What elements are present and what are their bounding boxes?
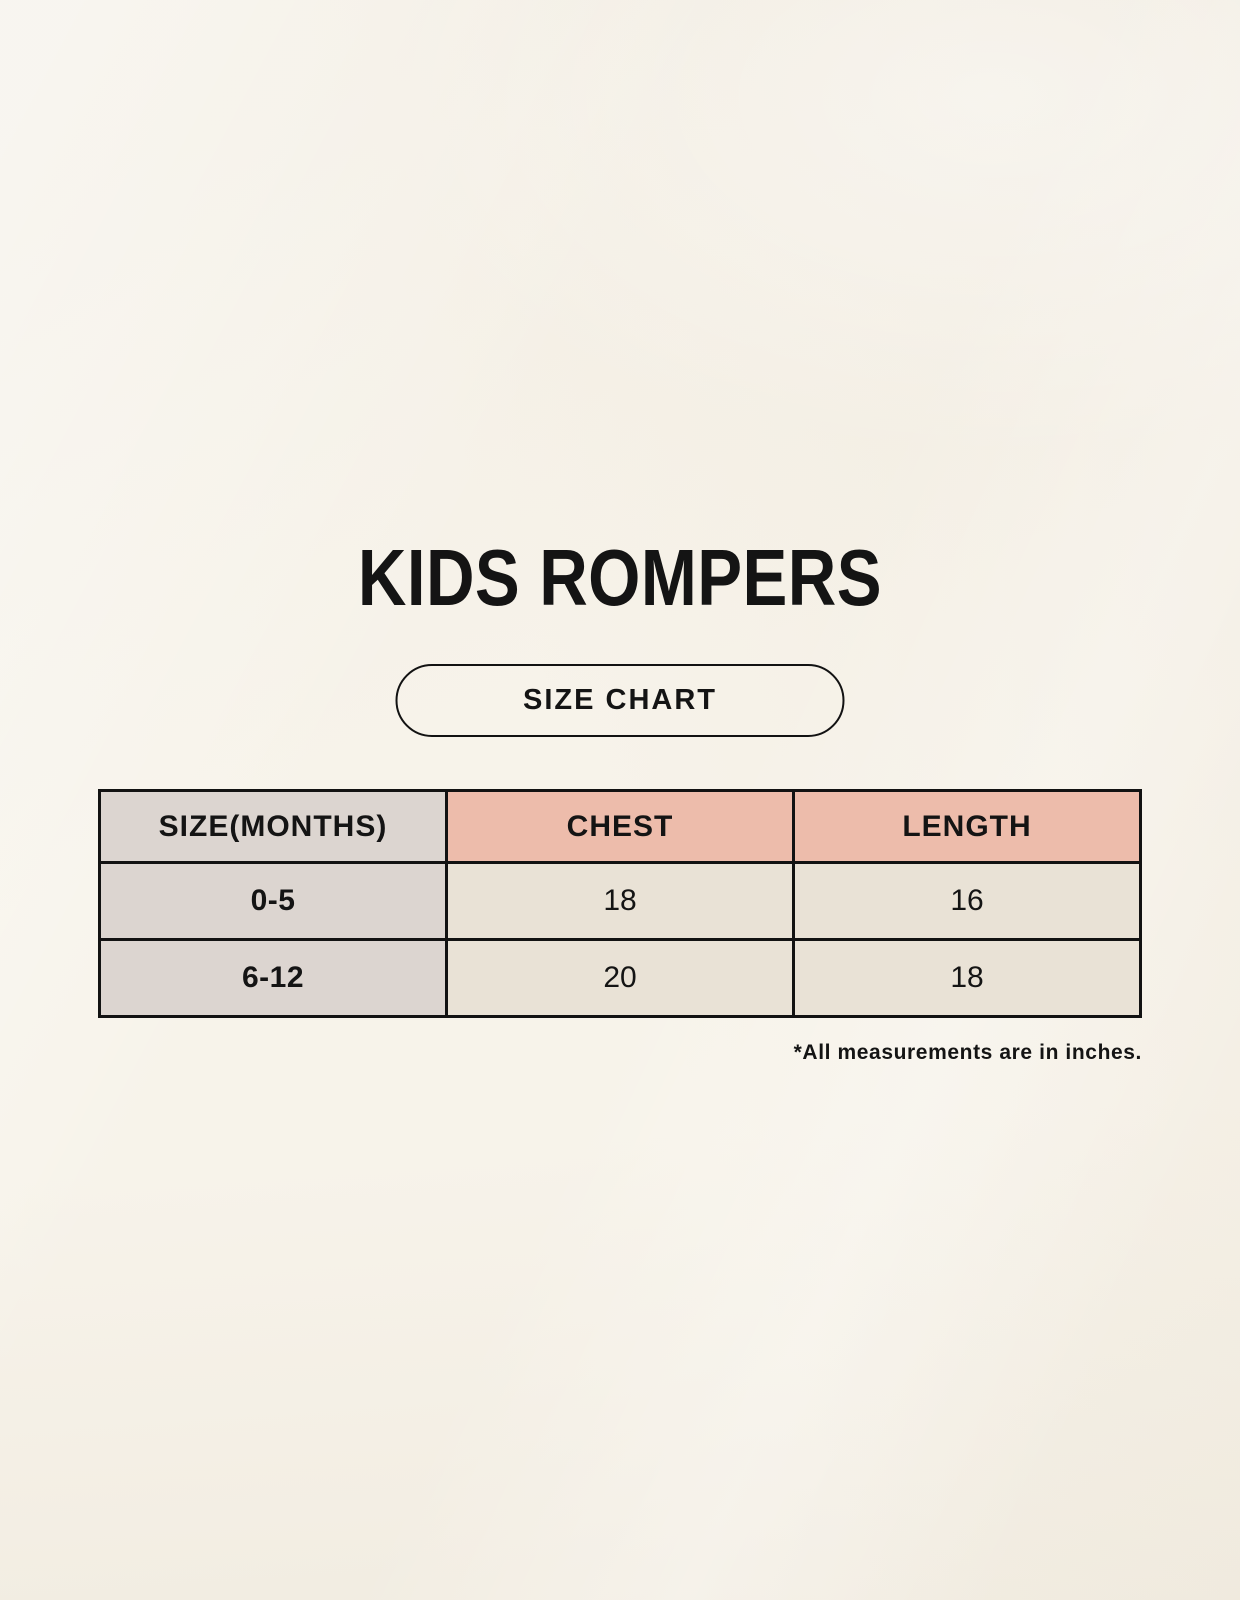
page-title: KIDS ROMPERS <box>0 538 1240 618</box>
header-chest: CHEST <box>445 789 795 864</box>
table-row: 0-5 18 16 <box>98 861 1142 941</box>
header-length: LENGTH <box>792 789 1142 864</box>
length-cell: 16 <box>792 861 1142 941</box>
measurements-footnote: *All measurements are in inches. <box>793 1041 1142 1064</box>
size-cell: 6-12 <box>98 938 448 1018</box>
size-cell: 0-5 <box>98 861 448 941</box>
table-row: 6-12 20 18 <box>98 938 1142 1018</box>
chest-cell: 20 <box>445 938 795 1018</box>
length-cell: 18 <box>792 938 1142 1018</box>
size-chart-button-label: SIZE CHART <box>523 684 717 716</box>
size-chart-table: SIZE(MONTHS) CHEST LENGTH 0-5 18 16 6-12… <box>98 789 1142 1018</box>
size-chart-button[interactable]: SIZE CHART <box>395 664 845 737</box>
header-size-months: SIZE(MONTHS) <box>98 789 448 864</box>
table-header-row: SIZE(MONTHS) CHEST LENGTH <box>98 789 1142 864</box>
chest-cell: 18 <box>445 861 795 941</box>
page-title-text: KIDS ROMPERS <box>357 533 883 622</box>
